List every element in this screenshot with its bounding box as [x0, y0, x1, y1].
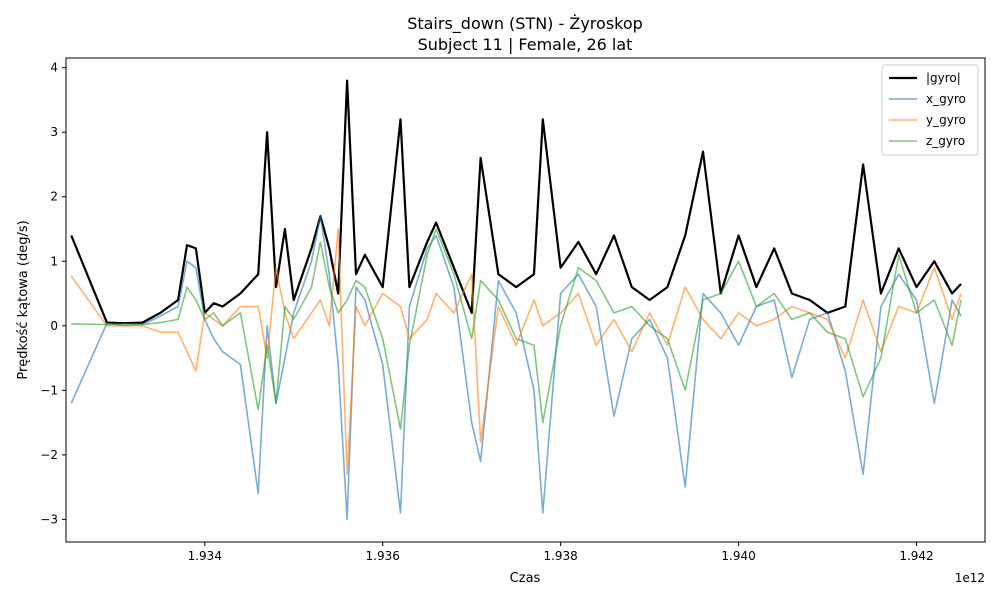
y-tick-label: 3	[50, 125, 58, 139]
x-axis: 1.934 1.936 1.938 1.940 1.942	[188, 542, 934, 563]
x-tick-label: 1.940	[721, 549, 755, 563]
legend-frame	[881, 64, 979, 156]
y-axis-label: Prędkość kątowa (deg/s)	[16, 220, 31, 379]
legend: |gyro| x_gyro y_gyro z_gyro	[881, 64, 979, 156]
series-layer	[70, 79, 962, 521]
x-tick-label: 1.936	[366, 549, 400, 563]
y-tick-label: −1	[40, 383, 58, 397]
chart-subtitle: Subject 11 | Female, 26 lat	[418, 35, 633, 54]
plot-area	[65, 57, 986, 543]
y-tick-label: 4	[50, 61, 58, 75]
x-axis-offset-label: 1e12	[955, 571, 985, 585]
series-line-z_gyro	[71, 228, 962, 430]
y-tick-label: 2	[50, 190, 58, 204]
series-line-gyro	[70, 79, 962, 325]
x-tick-label: 1.942	[899, 549, 933, 563]
legend-label: z_gyro	[926, 134, 965, 148]
y-tick-label: 0	[50, 319, 58, 333]
y-tick-label: −2	[40, 448, 58, 462]
series-line-x_gyro	[70, 215, 962, 521]
y-tick-label: 1	[50, 254, 58, 268]
plot-frame	[65, 57, 986, 543]
y-axis: −3 −2 −1 0 1 2 3 4	[40, 61, 66, 526]
legend-label: y_gyro	[926, 113, 966, 127]
y-tick-label: −3	[40, 512, 58, 526]
legend-label: x_gyro	[926, 92, 966, 106]
legend-label: |gyro|	[926, 71, 961, 85]
x-axis-label: Czas	[510, 571, 541, 586]
x-tick-label: 1.934	[188, 549, 222, 563]
chart-title: Stairs_down (STN) - Żyroskop	[407, 14, 643, 34]
x-tick-label: 1.938	[543, 549, 577, 563]
